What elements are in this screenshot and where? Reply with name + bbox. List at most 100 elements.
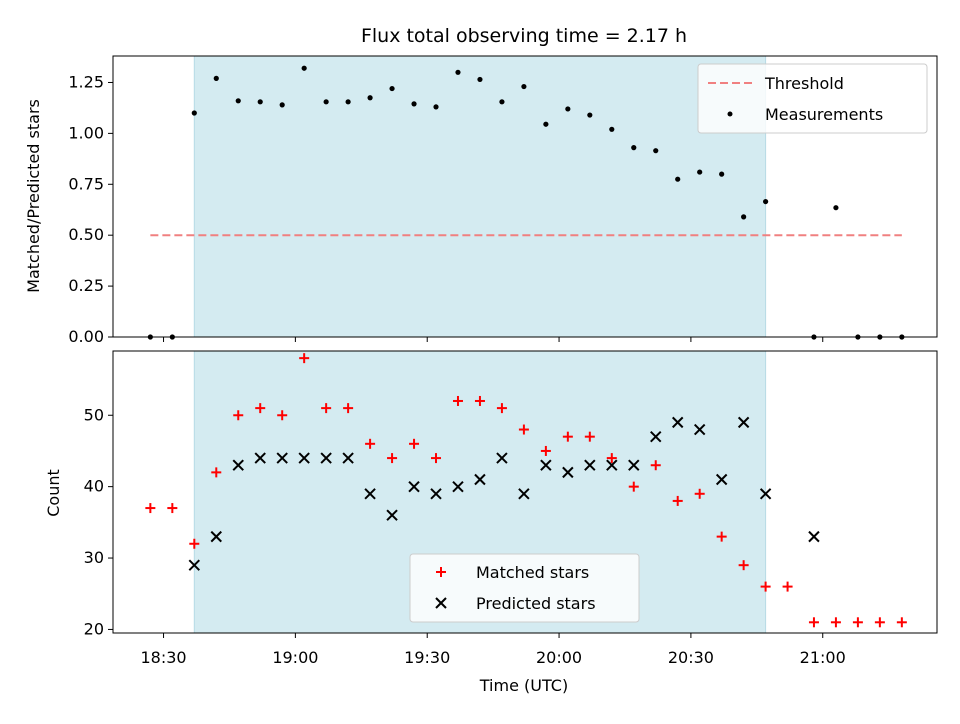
predicted-star-point: [562, 466, 574, 479]
legend-matched-swatch: [436, 567, 446, 577]
measurement-point: [257, 99, 263, 105]
predicted-star-point: [364, 488, 376, 500]
predicted-star-point: [693, 423, 706, 436]
matched-star-point: [540, 445, 551, 456]
bottom-x-tick-label: 19:00: [272, 648, 318, 667]
predicted-star-point: [430, 488, 442, 500]
top-y-tick-label: 1.00: [68, 123, 104, 142]
predicted-star-point: [276, 452, 288, 464]
observing-window-shade-top: [193, 55, 767, 338]
top-y-tick-label: 1.25: [68, 72, 104, 91]
predicted-star-point: [386, 509, 398, 521]
top-y-tick-label: 0.00: [68, 327, 104, 346]
measurement-point: [521, 83, 527, 90]
predicted-stars-points: [188, 416, 820, 571]
matched-star-point: [452, 395, 463, 406]
bottom-y-axis-ticks: 20 30 40 50: [84, 405, 113, 638]
matched-star-point: [409, 438, 420, 449]
x-axis-label: Time (UTC): [479, 676, 568, 695]
predicted-star-point: [737, 416, 750, 429]
measurement-point: [719, 171, 725, 177]
top-legend-box: [697, 63, 928, 134]
matched-star-point: [694, 488, 705, 499]
matched-star-point: [782, 581, 793, 592]
matched-star-point: [431, 453, 442, 464]
matched-star-point: [672, 495, 683, 506]
bottom-x-tick-label: 20:00: [536, 648, 582, 667]
predicted-star-point: [715, 473, 728, 486]
measurement-point: [191, 110, 197, 116]
matched-star-point: [606, 453, 617, 464]
predicted-star-point: [320, 452, 332, 464]
matched-star-point: [387, 453, 398, 464]
bottom-x-tick-label: 20:30: [668, 648, 714, 667]
measurement-point: [213, 75, 219, 81]
bottom-x-tick-label: 19:30: [404, 648, 450, 667]
matched-star-point: [738, 560, 749, 571]
matched-star-point: [145, 503, 156, 514]
predicted-star-point: [518, 488, 530, 500]
predicted-star-point: [188, 559, 201, 571]
legend-measurements-swatch: [727, 111, 733, 117]
measurement-point: [455, 69, 461, 75]
measurement-point: [653, 148, 659, 154]
legend-matched-label: Matched stars: [476, 563, 589, 582]
bottom-plot-frame: [112, 350, 938, 634]
predicted-star-point: [408, 480, 420, 493]
predicted-star-point: [584, 459, 596, 471]
matched-star-point: [808, 617, 819, 628]
predicted-star-point: [210, 530, 222, 543]
measurement-point: [477, 76, 483, 83]
matched-star-point: [343, 403, 354, 414]
measurement-point: [763, 198, 769, 205]
top-y-tick-label: 0.75: [68, 174, 104, 193]
measurement-point: [565, 106, 571, 112]
top-x-axis-ticks: [163, 337, 824, 342]
matched-star-point: [167, 503, 178, 514]
measurement-point: [499, 99, 505, 105]
predicted-star-point: [759, 488, 772, 500]
bottom-legend-box: [409, 553, 640, 623]
measurement-point: [323, 99, 329, 105]
legend-predicted-swatch: [435, 597, 447, 609]
predicted-star-point: [628, 459, 640, 471]
measurement-point: [675, 176, 681, 182]
predicted-star-point: [540, 459, 552, 471]
measurement-point: [367, 95, 373, 101]
matched-star-point: [365, 438, 376, 449]
matched-star-point: [496, 403, 507, 414]
measurement-point: [345, 99, 351, 105]
matched-star-point: [628, 481, 639, 492]
measurement-point: [631, 145, 637, 151]
matched-star-point: [211, 467, 222, 478]
matched-star-point: [299, 353, 310, 364]
bottom-y-tick-label: 20: [84, 619, 104, 638]
bottom-x-tick-label: 21:00: [800, 648, 846, 667]
matched-star-point: [321, 403, 332, 414]
predicted-star-point: [254, 452, 266, 464]
predicted-star-point: [232, 459, 244, 471]
predicted-star-point: [342, 452, 354, 464]
predicted-star-point: [474, 473, 486, 486]
predicted-star-point: [808, 530, 820, 543]
top-plot-frame: [112, 55, 938, 338]
legend-threshold-label: Threshold: [764, 74, 844, 93]
matched-star-point: [584, 431, 595, 442]
matched-star-point: [277, 410, 288, 421]
legend-measurements-label: Measurements: [765, 105, 883, 124]
top-y-axis-ticks: 0.00 0.25 0.50 0.75 1.00 1.25: [68, 72, 113, 346]
measurement-point: [833, 205, 839, 211]
measurement-point: [543, 121, 549, 127]
measurement-point: [279, 102, 285, 108]
matched-star-point: [830, 617, 841, 628]
chart-title: Flux total observing time = 2.17 h: [361, 25, 687, 47]
matched-star-point: [716, 531, 727, 542]
matched-star-point: [233, 410, 244, 421]
measurement-point: [411, 101, 417, 107]
measurement-point: [609, 126, 615, 132]
bottom-y-axis-label: Count: [44, 469, 63, 517]
top-y-tick-label: 0.50: [68, 225, 104, 244]
matched-star-point: [189, 538, 200, 549]
